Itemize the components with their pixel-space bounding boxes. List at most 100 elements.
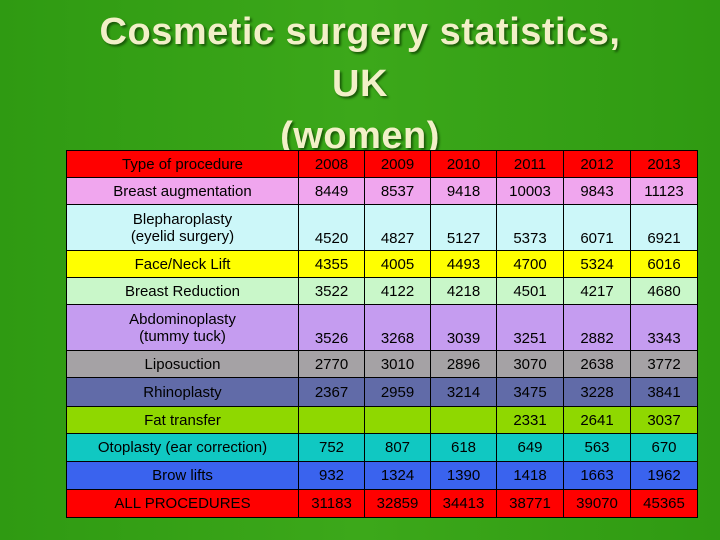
row-procedure-name: Abdominoplasty (tummy tuck)	[66, 304, 299, 351]
table-row: Blepharoplasty (eyelid surgery) 4520 4827…	[66, 204, 698, 251]
row-procedure-name: Face/Neck Lift	[66, 250, 299, 278]
header-year: 2012	[563, 150, 631, 178]
row-value: 4005	[364, 250, 431, 278]
row-value: 3251	[496, 304, 564, 351]
table-row: Fat transfer 2331 2641 3037	[66, 406, 698, 434]
row-procedure-name: Liposuction	[66, 350, 299, 378]
header-year: 2009	[364, 150, 431, 178]
row-value: 932	[298, 461, 365, 490]
row-value: 6016	[630, 250, 698, 278]
procedure-name-line: Abdominoplasty	[129, 310, 236, 328]
header-year: 2013	[630, 150, 698, 178]
row-procedure-name: Brow lifts	[66, 461, 299, 490]
row-value: 3010	[364, 350, 431, 378]
row-value: 3214	[430, 377, 497, 407]
header-year: 2010	[430, 150, 497, 178]
row-value: 4501	[496, 277, 564, 305]
row-value: 2959	[364, 377, 431, 407]
row-value: 45365	[630, 489, 698, 518]
row-value: 1962	[630, 461, 698, 490]
row-value: 3772	[630, 350, 698, 378]
row-value: 5373	[496, 204, 564, 251]
row-value: 8449	[298, 177, 365, 205]
table-row: Liposuction 2770 3010 2896 3070 2638 377…	[66, 350, 698, 378]
row-value: 34413	[430, 489, 497, 518]
table-row: Breast Reduction 3522 4122 4218 4501 421…	[66, 277, 698, 305]
row-procedure-name: Blepharoplasty (eyelid surgery)	[66, 204, 299, 251]
row-value: 1324	[364, 461, 431, 490]
row-value: 3343	[630, 304, 698, 351]
row-procedure-name: ALL PROCEDURES	[66, 489, 299, 518]
row-value: 563	[563, 433, 631, 462]
row-value: 9418	[430, 177, 497, 205]
table-row: Brow lifts 932 1324 1390 1418 1663 1962	[66, 461, 698, 490]
row-value: 752	[298, 433, 365, 462]
header-year: 2011	[496, 150, 564, 178]
row-value: 31183	[298, 489, 365, 518]
row-value: 6071	[563, 204, 631, 251]
page-title: Cosmetic surgery statistics, UK (women)	[0, 6, 720, 162]
row-value: 5127	[430, 204, 497, 251]
row-value: 2896	[430, 350, 497, 378]
row-value: 3526	[298, 304, 365, 351]
row-value: 1663	[563, 461, 631, 490]
statistics-table: Type of procedure 2008 2009 2010 2011 20…	[66, 150, 698, 518]
row-value: 9843	[563, 177, 631, 205]
row-value: 5324	[563, 250, 631, 278]
row-value: 32859	[364, 489, 431, 518]
row-value: 4700	[496, 250, 564, 278]
procedure-name-line: (eyelid surgery)	[130, 227, 235, 245]
table-row: ALL PROCEDURES 31183 32859 34413 38771 3…	[66, 489, 698, 518]
row-value: 2641	[563, 406, 631, 434]
row-value: 2638	[563, 350, 631, 378]
table-row: Otoplasty (ear correction) 752 807 618 6…	[66, 433, 698, 462]
row-value: 4493	[430, 250, 497, 278]
row-value: 3475	[496, 377, 564, 407]
row-value: 3228	[563, 377, 631, 407]
row-value: 649	[496, 433, 564, 462]
row-value: 2770	[298, 350, 365, 378]
row-value: 3522	[298, 277, 365, 305]
row-value: 3039	[430, 304, 497, 351]
row-value: 2367	[298, 377, 365, 407]
row-value: 3841	[630, 377, 698, 407]
row-value: 3268	[364, 304, 431, 351]
row-value: 1390	[430, 461, 497, 490]
row-value: 10003	[496, 177, 564, 205]
row-value: 670	[630, 433, 698, 462]
row-procedure-name: Breast Reduction	[66, 277, 299, 305]
row-value: 1418	[496, 461, 564, 490]
row-value: 4680	[630, 277, 698, 305]
row-value: 618	[430, 433, 497, 462]
row-procedure-name: Fat transfer	[66, 406, 299, 434]
row-value: 3037	[630, 406, 698, 434]
row-value: 2882	[563, 304, 631, 351]
row-value: 4218	[430, 277, 497, 305]
row-value: 807	[364, 433, 431, 462]
row-procedure-name: Rhinoplasty	[66, 377, 299, 407]
table-row: Rhinoplasty 2367 2959 3214 3475 3228 384…	[66, 377, 698, 407]
procedure-name-line: Blepharoplasty	[132, 210, 233, 228]
row-value: 8537	[364, 177, 431, 205]
header-procedure: Type of procedure	[66, 150, 299, 178]
title-line-2: UK	[332, 63, 388, 105]
row-value: 2331	[496, 406, 564, 434]
row-value	[430, 406, 497, 434]
row-procedure-name: Breast augmentation	[66, 177, 299, 205]
row-value: 11123	[630, 177, 698, 205]
row-value: 6921	[630, 204, 698, 251]
row-value: 4122	[364, 277, 431, 305]
header-year: 2008	[298, 150, 365, 178]
table-row: Face/Neck Lift 4355 4005 4493 4700 5324 …	[66, 250, 698, 278]
row-value	[364, 406, 431, 434]
row-value: 3070	[496, 350, 564, 378]
row-value: 4520	[298, 204, 365, 251]
table-header-row: Type of procedure 2008 2009 2010 2011 20…	[66, 150, 698, 178]
procedure-name-line: (tummy tuck)	[139, 327, 226, 345]
row-procedure-name: Otoplasty (ear correction)	[66, 433, 299, 462]
row-value: 4827	[364, 204, 431, 251]
row-value: 4217	[563, 277, 631, 305]
table-row: Abdominoplasty (tummy tuck) 3526 3268 303…	[66, 304, 698, 351]
title-line-1: Cosmetic surgery statistics,	[99, 11, 621, 53]
table-row: Breast augmentation 8449 8537 9418 10003…	[66, 177, 698, 205]
